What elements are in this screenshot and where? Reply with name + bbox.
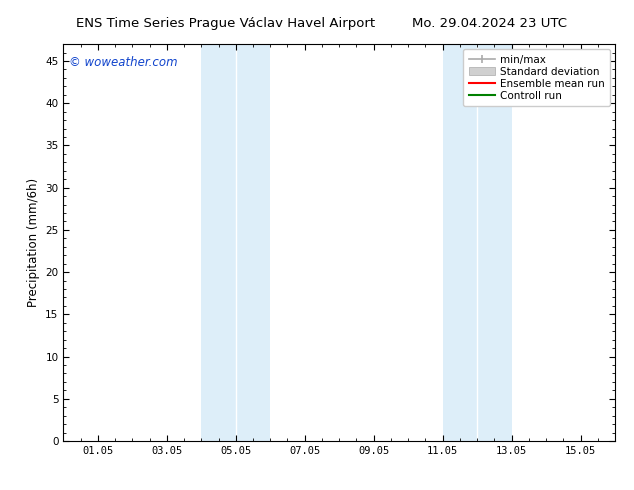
Legend: min/max, Standard deviation, Ensemble mean run, Controll run: min/max, Standard deviation, Ensemble me… — [463, 49, 610, 106]
Bar — [202, 44, 270, 441]
Bar — [443, 44, 512, 441]
Text: © woweather.com: © woweather.com — [69, 56, 178, 69]
Y-axis label: Precipitation (mm/6h): Precipitation (mm/6h) — [27, 178, 40, 307]
Text: Mo. 29.04.2024 23 UTC: Mo. 29.04.2024 23 UTC — [412, 17, 567, 30]
Text: ENS Time Series Prague Václav Havel Airport: ENS Time Series Prague Václav Havel Airp… — [76, 17, 375, 30]
